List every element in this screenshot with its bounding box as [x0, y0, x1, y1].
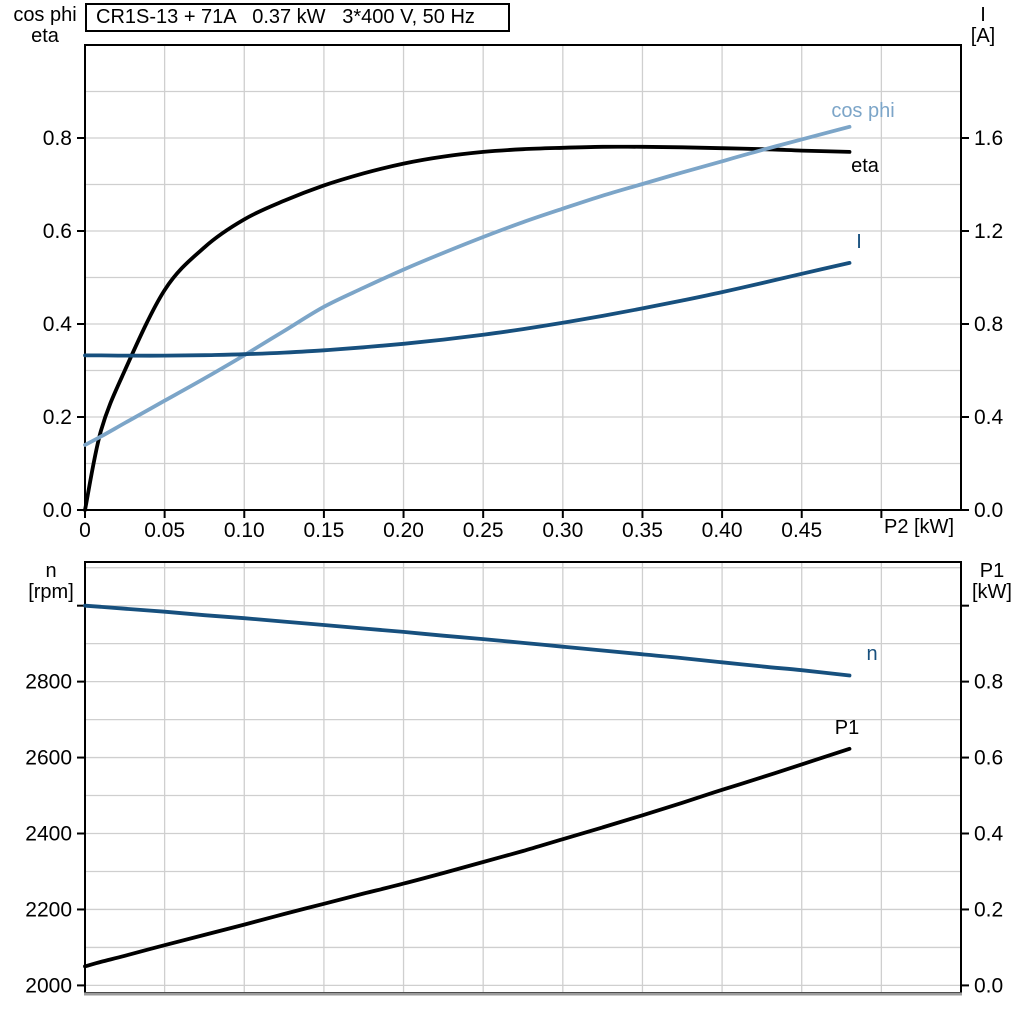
left-tick-label: 0.6: [43, 220, 72, 243]
axis-title-speed: n: [45, 560, 57, 582]
x-tick-label: 0.20: [383, 519, 424, 542]
top-left-axis-title: cos phi eta: [6, 5, 84, 47]
x-tick-label: 0.10: [224, 519, 265, 542]
x-tick-label: 0.40: [702, 519, 743, 542]
axis-title-current: I: [980, 4, 986, 26]
x-axis-label: P2 [kW]: [883, 516, 954, 538]
top-right-axis-title: I [A]: [946, 5, 1020, 47]
right-tick-label: 0.4: [974, 406, 1004, 429]
right-tick-label: 0.8: [974, 671, 1003, 694]
axis-title-cos-phi: cos phi: [13, 4, 77, 26]
right-tick-label: 0.4: [974, 823, 1004, 846]
right-tick-label: 0.0: [974, 974, 1003, 997]
curve-label-p1: P1: [834, 717, 860, 739]
curve-eta: [83, 144, 852, 512]
left-tick-label: 0.0: [43, 499, 72, 522]
bottom-right-axis-title: P1 [kW]: [954, 561, 1024, 603]
curve-n: [83, 603, 852, 678]
x-tick-label: 0.15: [303, 519, 344, 542]
x-tick-label: 0.25: [463, 519, 504, 542]
axis-title-eta: eta: [31, 25, 59, 47]
curve-label-eta: eta: [851, 155, 879, 177]
axis-title-p1: P1: [979, 560, 1005, 582]
right-tick-label: 0.8: [974, 313, 1003, 336]
x-tick-label: 0: [79, 519, 91, 542]
left-tick-label: 2200: [25, 898, 72, 921]
left-tick-label: 2000: [25, 974, 72, 997]
left-tick-label: 2400: [25, 823, 72, 846]
curve-label-cos-phi: cos phi: [831, 100, 895, 122]
left-tick-label: 0.8: [43, 127, 72, 150]
right-tick-label: 1.6: [974, 127, 1003, 150]
plot-frame: [84, 44, 962, 511]
curve-label-speed: n: [866, 643, 878, 665]
chart-title-box: CR1S-13 + 71A 0.37 kW 3*400 V, 50 Hz: [85, 3, 510, 32]
left-tick-label: 2600: [25, 747, 72, 770]
x-tick-label: 0.35: [622, 519, 663, 542]
right-tick-label: 0.6: [974, 747, 1003, 770]
curve-P1: [83, 746, 852, 969]
curve-cos-phi: [83, 124, 852, 447]
x-tick-label: 0.45: [781, 519, 822, 542]
x-tick-label: 0.05: [144, 519, 185, 542]
axis-title-p1-unit: [kW]: [972, 581, 1012, 603]
right-tick-label: 0.0: [974, 499, 1003, 522]
bottom-left-axis-title: n [rpm]: [12, 561, 90, 603]
left-tick-label: 0.4: [43, 313, 73, 336]
curve-I: [83, 261, 852, 358]
x-tick-label: 0.30: [542, 519, 583, 542]
curve-label-current: I: [856, 231, 862, 253]
plot-frame: [84, 561, 962, 994]
left-tick-label: 2800: [25, 671, 72, 694]
right-tick-label: 1.2: [974, 220, 1003, 243]
left-tick-label: 0.2: [43, 406, 72, 429]
right-tick-label: 0.2: [974, 898, 1003, 921]
axis-title-current-unit: [A]: [970, 25, 996, 47]
axis-title-speed-unit: [rpm]: [28, 581, 74, 603]
